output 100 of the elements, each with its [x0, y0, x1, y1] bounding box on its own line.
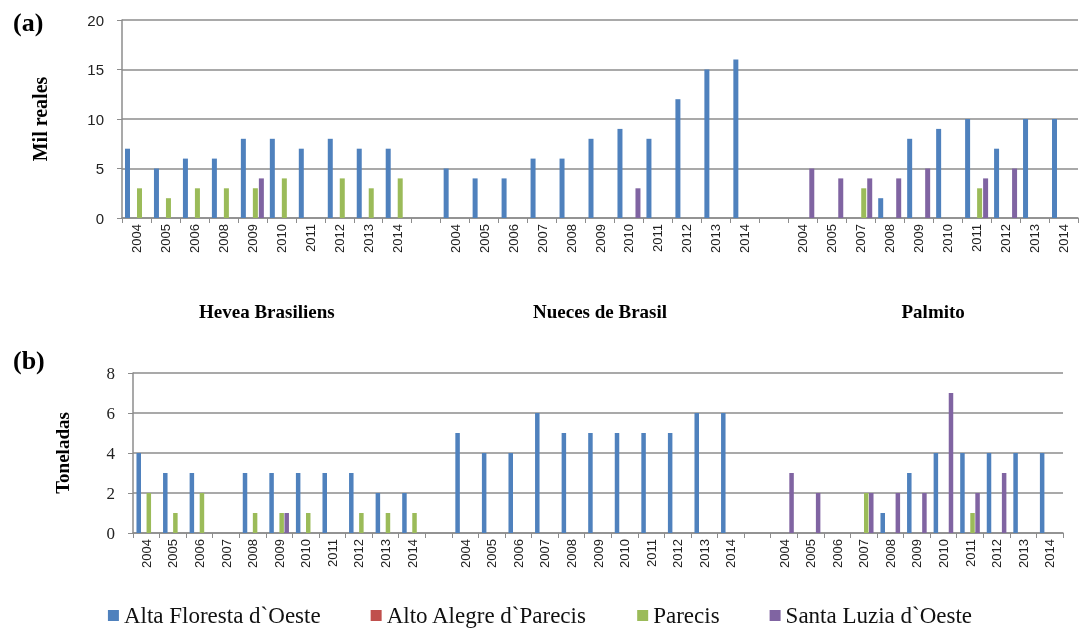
- bar: [194, 188, 200, 218]
- x-tick-label: 2011: [324, 539, 340, 567]
- x-tick-label: 2007: [853, 224, 869, 253]
- x-tick-label: 2014: [1042, 539, 1058, 568]
- bar: [368, 188, 374, 218]
- x-tick-label: 2010: [935, 539, 951, 568]
- bar: [588, 138, 594, 218]
- bar: [359, 513, 364, 533]
- bar: [809, 168, 815, 218]
- x-tick-label: 2013: [360, 224, 376, 253]
- x-tick-label: 2012: [351, 539, 367, 568]
- bar: [322, 473, 327, 533]
- bar: [258, 178, 264, 218]
- legend-label: Parecis: [653, 603, 720, 628]
- bar: [675, 99, 681, 218]
- x-tick-label: 2006: [186, 224, 202, 253]
- chart-title: (a): [13, 7, 44, 37]
- y-axis-title: Mil reales: [29, 76, 51, 162]
- bar: [878, 198, 884, 218]
- x-tick-label: 2011: [969, 224, 985, 252]
- bar: [1052, 119, 1058, 218]
- x-tick-label: 2011: [962, 539, 978, 567]
- bar: [356, 148, 362, 218]
- bar: [1013, 453, 1018, 533]
- bar: [279, 513, 284, 533]
- bar: [646, 138, 652, 218]
- bar: [412, 513, 417, 533]
- x-tick-label: 2011: [643, 539, 659, 567]
- bar: [907, 473, 912, 533]
- x-tick-label: 2010: [617, 539, 633, 568]
- x-tick-label: 2014: [404, 539, 420, 568]
- y-tick-label: 10: [87, 110, 104, 128]
- x-tick-label: 2008: [245, 539, 261, 568]
- x-tick-label: 2004: [776, 539, 792, 568]
- bar: [173, 513, 178, 533]
- x-tick-label: 2009: [271, 539, 287, 568]
- bar: [508, 453, 513, 533]
- bar: [281, 178, 287, 218]
- bar: [983, 178, 989, 218]
- bar: [397, 178, 403, 218]
- x-tick-label: 2013: [377, 539, 393, 568]
- bar: [252, 188, 258, 218]
- x-tick-label: 2008: [215, 224, 231, 253]
- bar: [443, 168, 449, 218]
- bar: [269, 138, 275, 218]
- x-tick-label: 2013: [708, 224, 724, 253]
- bar: [733, 59, 739, 218]
- bar: [182, 158, 188, 218]
- bar: [994, 148, 1000, 218]
- bar: [339, 178, 345, 218]
- bar: [907, 138, 913, 218]
- bar: [977, 188, 983, 218]
- bar: [284, 513, 289, 533]
- bar: [880, 513, 885, 533]
- y-tick-label: 8: [106, 363, 115, 383]
- x-tick-label: 2005: [803, 539, 819, 568]
- bar: [136, 188, 142, 218]
- y-tick-label: 15: [87, 61, 104, 78]
- text: Nueces de Brasil: [532, 300, 668, 322]
- bar: [965, 119, 971, 218]
- bar: [925, 168, 931, 218]
- x-tick-label: 2006: [829, 539, 845, 568]
- bar: [896, 178, 902, 218]
- y-axis-title: Toneladas: [52, 412, 73, 494]
- x-tick-label: 2008: [563, 224, 579, 253]
- bar: [153, 168, 159, 218]
- bar: [838, 178, 844, 218]
- x-tick-label: 2005: [476, 224, 492, 253]
- x-tick-label: 2008: [882, 224, 898, 253]
- x-tick-label: 2009: [911, 224, 927, 253]
- x-tick-label: 2004: [457, 539, 473, 568]
- x-tick-label: 2005: [165, 539, 181, 568]
- bar: [240, 138, 246, 218]
- legend-label: Alta Floresta d`Oeste: [123, 603, 321, 628]
- legend-label: Santa Luzia d`Oeste: [785, 603, 973, 628]
- bar: [922, 493, 927, 533]
- x-tick-label: 2008: [882, 539, 898, 568]
- x-tick-label: 2012: [331, 224, 347, 253]
- bar: [472, 178, 478, 218]
- bar: [269, 473, 274, 533]
- bar: [694, 413, 699, 533]
- x-tick-label: 2004: [795, 224, 811, 253]
- bar: [617, 128, 623, 218]
- x-tick-label: 2010: [621, 224, 637, 253]
- bar: [867, 178, 873, 218]
- bar: [704, 69, 710, 218]
- bar: [455, 433, 460, 533]
- x-tick-label: 2005: [484, 539, 500, 568]
- x-tick-label: 2013: [1027, 224, 1043, 253]
- bar: [721, 413, 726, 533]
- bar: [530, 158, 536, 218]
- x-tick-label: 2008: [563, 539, 579, 568]
- bar: [975, 493, 980, 533]
- x-tick-label: 2007: [218, 539, 234, 568]
- x-tick-label: 2004: [138, 539, 154, 568]
- x-tick-label: 2014: [723, 539, 739, 568]
- y-tick-label: 0: [95, 209, 104, 227]
- y-tick-label: 4: [106, 443, 116, 463]
- bar: [869, 493, 874, 533]
- bar: [136, 453, 141, 533]
